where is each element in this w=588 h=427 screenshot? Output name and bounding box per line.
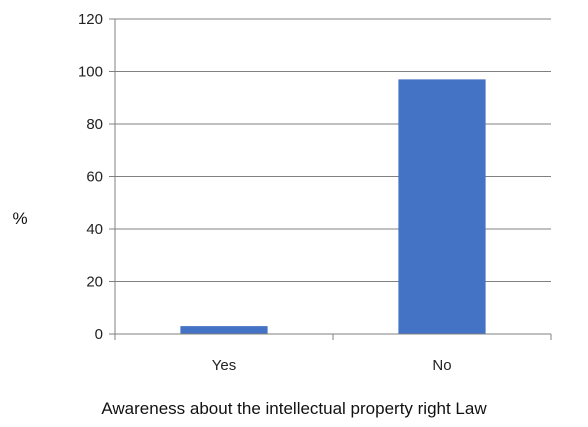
y-tick-label-100: 100 (78, 64, 103, 81)
x-tick-label-no: No (432, 357, 451, 374)
bars (180, 79, 486, 334)
y-tick-label-120: 120 (78, 11, 103, 28)
y-tick-label-60: 60 (86, 169, 103, 186)
y-axis-title: % (12, 209, 27, 228)
y-tick-label-20: 20 (86, 274, 103, 291)
x-tick-label-yes: Yes (212, 357, 236, 374)
y-tick-label-40: 40 (86, 221, 103, 238)
bar-no (398, 79, 486, 334)
y-tick-label-80: 80 (86, 116, 103, 133)
bar-yes (180, 326, 268, 334)
y-tick-label-0: 0 (95, 326, 103, 343)
y-tick-labels: 0 20 40 60 80 100 120 (78, 11, 103, 343)
gridlines (115, 18, 551, 282)
x-tick-labels: Yes No (212, 357, 452, 374)
x-axis-title: Awareness about the intellectual propert… (101, 399, 487, 418)
axes (109, 18, 552, 340)
